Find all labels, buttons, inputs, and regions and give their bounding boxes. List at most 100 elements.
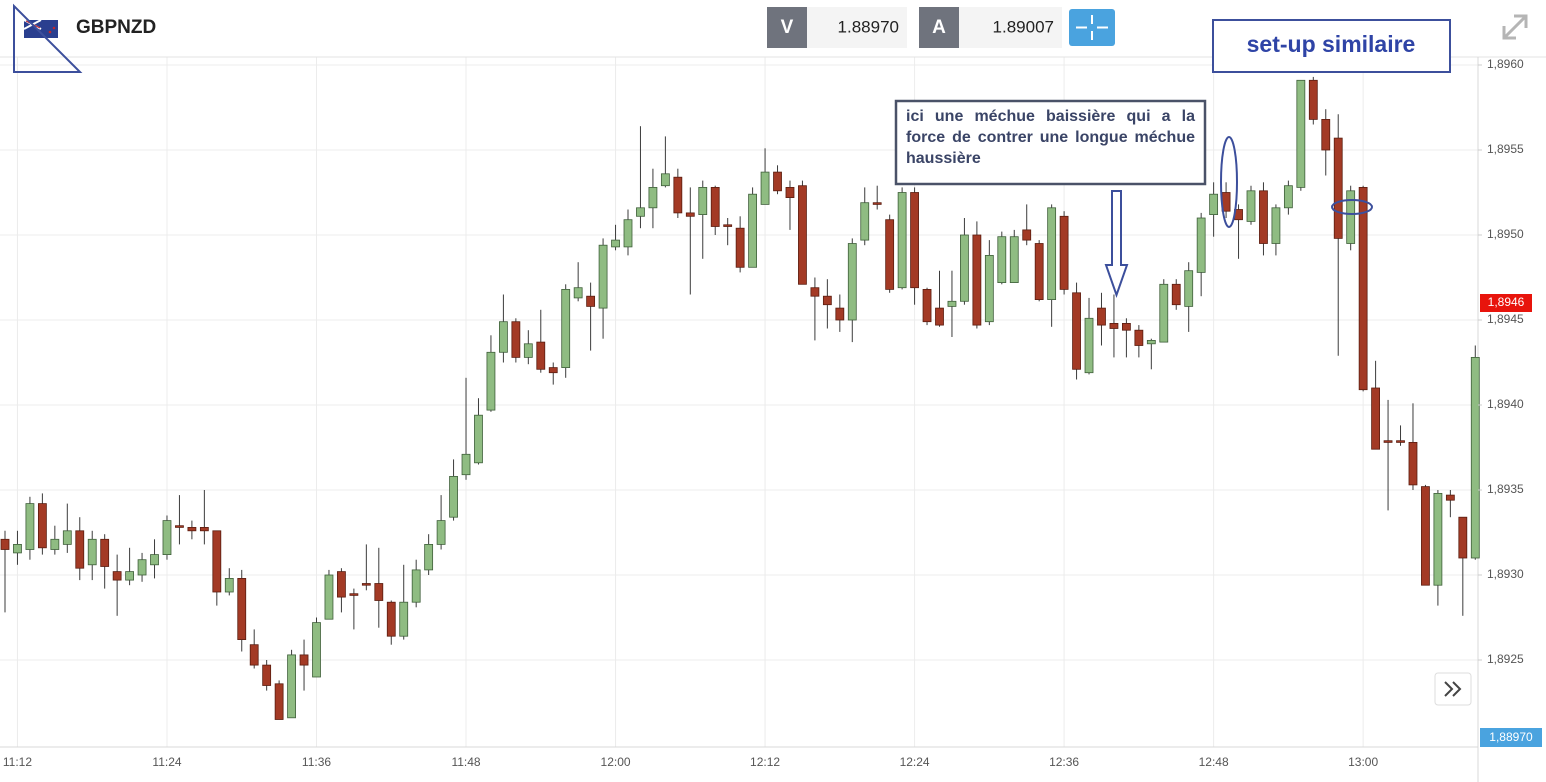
candle-body	[1296, 79, 1306, 188]
candle-body	[997, 236, 1007, 283]
last-price-label: 1,88970	[1489, 730, 1533, 744]
candle-body	[50, 538, 60, 550]
candle-body	[1396, 440, 1405, 443]
bid-label: V	[781, 17, 794, 38]
y-tick-label: 1,8925	[1487, 652, 1524, 666]
candle-body	[561, 288, 571, 368]
candle-body	[1034, 243, 1044, 300]
candle-body	[125, 571, 134, 581]
candle-body	[13, 544, 22, 554]
candle-body	[1246, 190, 1256, 222]
candle-body	[897, 192, 907, 289]
candle-body	[498, 321, 508, 353]
note-container: ici une méchue baissière qui a la force …	[906, 108, 1195, 167]
candle-body	[25, 503, 35, 550]
x-tick-label: 12:36	[1049, 755, 1079, 769]
candle-body	[623, 219, 633, 248]
candle-body	[511, 321, 521, 358]
candle-body	[424, 544, 434, 571]
ellipse-annotation	[1331, 199, 1373, 215]
candle-body	[810, 287, 820, 297]
candle-body	[75, 530, 85, 569]
x-tick-label: 11:48	[451, 755, 480, 769]
candle-body	[710, 186, 720, 227]
candle-body	[175, 525, 184, 528]
candle-body	[224, 578, 234, 593]
candle-body	[411, 569, 421, 603]
candle-body	[1383, 440, 1393, 443]
plot	[0, 76, 1480, 720]
candle-body	[262, 664, 272, 686]
candle-body	[337, 571, 346, 598]
candle-body	[1047, 207, 1057, 301]
bid-value: 1.88970	[838, 17, 899, 36]
x-tick-label: 11:24	[152, 755, 181, 769]
candle-body	[1458, 516, 1468, 559]
candle-body	[1196, 217, 1206, 273]
candle-body	[611, 239, 620, 248]
candle-body	[872, 202, 882, 205]
ma-tag-label: 1,8946	[1488, 295, 1525, 309]
candle-body	[1084, 317, 1094, 374]
candle-body	[1259, 190, 1268, 244]
candle-body	[374, 583, 384, 601]
candle-body	[361, 583, 371, 586]
y-tick-label: 1,8935	[1487, 482, 1524, 496]
candle-body	[100, 538, 110, 567]
candle-body	[299, 654, 309, 666]
candle-body	[685, 212, 695, 217]
candle-body	[548, 367, 558, 374]
symbol: GBPNZD	[76, 17, 156, 38]
flag-icon	[23, 19, 58, 38]
candle-body	[212, 530, 222, 593]
candle-body	[187, 527, 197, 532]
candle-body	[847, 243, 857, 321]
y-tick-label: 1,8945	[1487, 312, 1524, 326]
candle-body	[0, 538, 10, 550]
candle-body	[648, 186, 658, 209]
crosshair-button[interactable]	[1069, 9, 1115, 46]
candle-body	[1445, 494, 1455, 501]
setup-annotation: set-up similaire	[1247, 31, 1416, 57]
y-tick-label: 1,8955	[1487, 142, 1524, 156]
candle-body	[237, 578, 247, 641]
candle-body	[1408, 441, 1418, 486]
candle-body	[474, 414, 483, 464]
candle-body	[835, 307, 845, 321]
ask-badge[interactable]	[919, 7, 959, 48]
candle-body	[536, 341, 546, 370]
candle-body	[785, 186, 795, 198]
candle-body	[922, 288, 932, 323]
candle-body	[1022, 229, 1032, 241]
candle-body	[37, 503, 47, 549]
candle-body	[1171, 283, 1181, 306]
ask-box	[959, 7, 1062, 48]
candle-body	[87, 538, 97, 566]
candle-body	[1421, 486, 1430, 586]
candle-body	[723, 224, 733, 227]
x-tick-label: 12:48	[1199, 755, 1229, 769]
candle-body	[636, 207, 645, 217]
candle-body	[798, 185, 807, 285]
candle-body	[698, 186, 708, 215]
candle-body	[1358, 186, 1368, 391]
candle-body	[1209, 193, 1219, 215]
bid-badge[interactable]	[767, 7, 807, 48]
candle-body	[885, 219, 895, 290]
candle-body	[274, 683, 284, 720]
candle-body	[449, 475, 458, 518]
note-box	[894, 99, 1207, 186]
candle-body	[436, 520, 446, 545]
candle-body	[199, 527, 209, 532]
y-tick-label: 1,8940	[1487, 397, 1524, 411]
candle-body	[461, 453, 471, 476]
candle-body	[972, 234, 982, 326]
scroll-button[interactable]	[1434, 672, 1472, 706]
candle-body	[349, 593, 359, 596]
candle-body	[860, 202, 870, 241]
candle-body	[162, 520, 172, 555]
candle-body	[1009, 236, 1019, 283]
candle-body	[486, 351, 496, 411]
expand-button[interactable]	[1502, 14, 1528, 40]
